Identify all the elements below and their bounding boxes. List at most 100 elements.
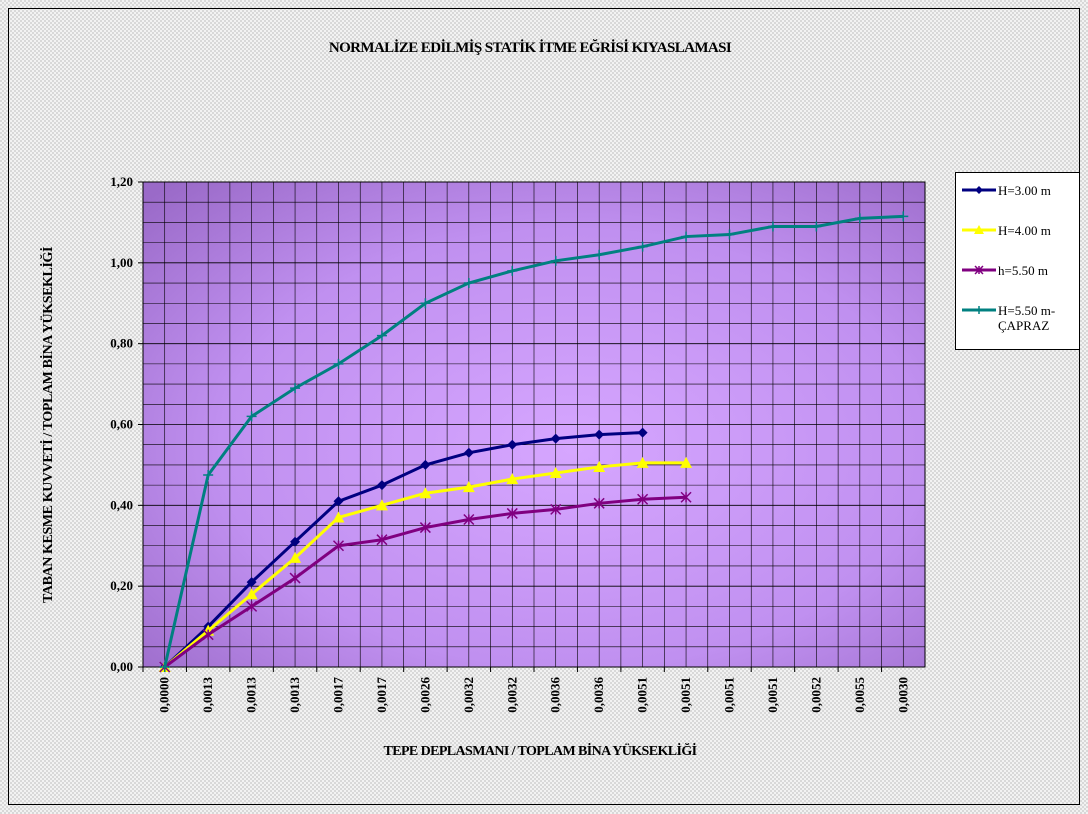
series-line — [163, 431, 643, 669]
marker-shape — [420, 459, 431, 470]
marker-shape — [594, 429, 605, 440]
marker — [289, 551, 302, 563]
marker — [333, 496, 344, 507]
marker-shape — [637, 241, 648, 252]
x-tick-label: 0,0051 — [635, 677, 650, 713]
marker — [550, 503, 562, 515]
marker-shape — [507, 265, 518, 276]
x-tick-label: 0,0052 — [808, 677, 823, 713]
marker — [290, 383, 301, 394]
marker — [550, 255, 561, 266]
marker-shape — [289, 551, 302, 563]
series-line — [163, 214, 904, 668]
marker — [463, 513, 475, 526]
marker-shape — [550, 255, 561, 266]
marker-shape — [506, 507, 518, 519]
marker-shape — [420, 298, 431, 309]
marker-shape — [245, 588, 258, 600]
marker — [767, 221, 778, 232]
x-axis-title: TEPE DEPLASMANI / TOPLAM BİNA YÜKSEKLİĞİ — [384, 742, 697, 759]
marker — [975, 186, 983, 194]
marker-shape — [681, 231, 692, 242]
marker — [724, 229, 735, 240]
marker — [202, 629, 214, 641]
marker-shape — [811, 221, 822, 232]
marker-shape — [333, 496, 344, 507]
marker-shape — [290, 383, 301, 394]
marker — [246, 577, 257, 588]
marker — [203, 470, 214, 481]
marker — [506, 473, 519, 485]
marker — [811, 221, 822, 232]
marker — [506, 507, 518, 519]
y-tick-label: 0,80 — [110, 336, 133, 351]
marker — [975, 306, 983, 314]
marker-shape — [376, 330, 387, 341]
y-axis-title: TABAN KESME KUVVETİ / TOPLAM BİNA YÜKSEK… — [39, 247, 56, 603]
y-tick-label: 0,60 — [110, 417, 133, 432]
y-tick-label: 1,20 — [110, 174, 133, 189]
x-tick-label: 0,0013 — [200, 677, 215, 713]
marker-shape — [637, 493, 649, 505]
marker-shape — [854, 213, 865, 224]
marker — [637, 427, 648, 438]
marker-shape — [246, 600, 258, 612]
marker-shape — [463, 278, 474, 289]
marker-shape — [680, 456, 693, 468]
legend-item: H=4.00 m — [960, 223, 1075, 253]
marker — [289, 572, 301, 584]
x-tick-label: 0,0051 — [722, 677, 737, 713]
marker — [375, 499, 388, 511]
marker-shape — [159, 662, 170, 672]
marker-shape — [593, 497, 605, 509]
marker-shape — [974, 265, 984, 275]
marker-shape — [974, 225, 984, 234]
marker-shape — [767, 221, 778, 232]
x-tick-label: 0,0055 — [852, 677, 867, 713]
marker-shape — [975, 186, 983, 194]
legend-label: H=5.50 m-ÇAPRAZ — [998, 303, 1056, 333]
marker-shape — [376, 534, 388, 546]
marker-shape — [636, 456, 649, 468]
x-tick-label: 0,0032 — [461, 677, 476, 713]
marker-shape — [419, 487, 432, 499]
marker-shape — [290, 536, 301, 547]
marker — [974, 265, 984, 275]
marker — [376, 480, 387, 491]
marker — [637, 241, 648, 252]
marker — [507, 265, 518, 276]
marker-shape — [637, 427, 648, 438]
marker — [549, 467, 562, 478]
marker — [636, 456, 649, 468]
marker-shape — [375, 499, 388, 511]
marker-shape — [332, 511, 345, 523]
marker-shape — [202, 629, 214, 641]
legend-swatch — [962, 265, 996, 275]
x-tick-label: 0,0013 — [244, 677, 259, 713]
marker — [245, 588, 258, 600]
x-tick-label: 0,0036 — [548, 677, 563, 713]
marker — [376, 534, 388, 546]
legend-item: H=3.00 m — [960, 183, 1075, 213]
marker — [463, 447, 474, 458]
marker — [593, 460, 606, 472]
marker-shape — [203, 470, 214, 481]
marker — [507, 439, 518, 450]
y-tick-label: 0,20 — [110, 578, 133, 593]
marker-shape — [898, 211, 909, 222]
x-tick-label: 0,0013 — [287, 677, 302, 713]
x-tick-label: 0,0051 — [765, 677, 780, 713]
marker-shape — [549, 467, 562, 478]
marker — [680, 491, 692, 503]
x-tick-label: 0,0017 — [374, 677, 389, 713]
legend: H=3.00 m H=4.00 m h=5.50 m H=5.50 m-ÇAPRAZ — [955, 172, 1080, 350]
marker — [419, 487, 432, 499]
marker — [419, 522, 431, 534]
marker-shape — [246, 411, 257, 422]
legend-label: h=5.50 m — [998, 263, 1048, 278]
marker-shape — [506, 473, 519, 485]
legend-swatch — [962, 306, 996, 314]
marker — [680, 456, 693, 468]
marker — [898, 211, 909, 222]
